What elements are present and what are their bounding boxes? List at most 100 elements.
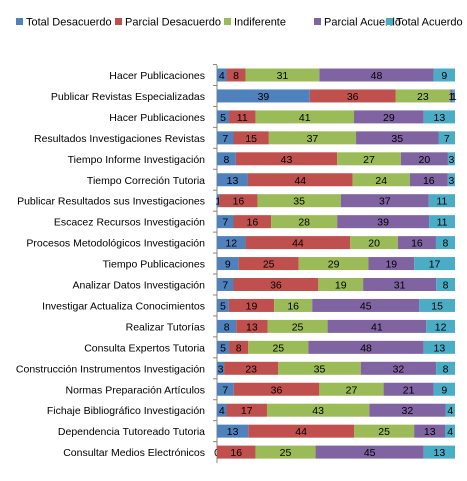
data-label: 19 [385,259,397,271]
data-label: 12 [225,238,237,250]
bar-segment-total-desacuerdo [217,361,225,375]
bar-row: 5 19 16 45 15 [217,298,455,312]
bar-segment-parcial-desacuerdo [217,445,256,459]
bar-row: 5 8 25 48 13 [217,340,455,354]
bar-segment-parcial-acuerdo [319,68,434,82]
bar-segment-parcial-desacuerdo [219,194,258,208]
data-label: 13 [434,342,446,354]
legend-swatch-total-desacuerdo [16,18,23,25]
bar-segment-indiferente [350,236,398,250]
category-label: Normas Preparación Artículos [66,384,205,396]
data-label: 25 [280,447,292,459]
data-label: 11 [436,196,447,208]
bar-segment-parcial-acuerdo [337,215,430,229]
data-label: 7 [222,217,228,229]
data-label: 21 [403,384,415,396]
bar-segment-parcial-desacuerdo [233,215,272,229]
bar-segment-parcial-desacuerdo [229,110,256,124]
bar-segment-parcial-acuerdo [356,131,439,145]
data-label: 4 [447,426,453,438]
bar-segment-total-acuerdo [433,68,455,82]
bar-segment-indiferente [248,340,309,354]
data-label: 5 [220,342,226,354]
data-label: 13 [434,112,446,124]
bar-segment-total-desacuerdo [217,278,234,291]
bar-segment-parcial-desacuerdo [233,278,319,291]
bar-segment-indiferente [271,215,338,229]
data-label: 19 [335,280,347,292]
legend-swatch-parcial-desacuerdo [115,18,122,25]
bar-segment-indiferente [257,194,341,208]
data-label: 35 [391,133,403,145]
data-label: 48 [371,70,383,82]
data-label: 8 [224,154,230,166]
category-label: Hacer Publicaciones [109,70,205,82]
data-label: 17 [241,405,253,417]
bar-segment-parcial-desacuerdo [226,68,246,82]
category-label: Tiempo Correción Tutoria [87,175,205,187]
bar-segment-indiferente [352,173,410,187]
bar-row: 13 44 25 13 4 [217,424,455,438]
data-label: 31 [277,70,289,82]
bar-segment-total-acuerdo [445,403,455,417]
data-label: 23 [245,363,257,375]
data-label: 7 [222,280,228,292]
bar-segment-parcial-desacuerdo [228,298,275,312]
data-label: 44 [294,175,306,187]
bar-segment-parcial-acuerdo [383,382,434,396]
data-label: 1 [215,196,221,208]
bar-segment-indiferente [354,424,415,438]
data-label: 16 [423,175,435,187]
category-label: Publicar Resultados sus Investigaciones [17,196,205,208]
data-label: 28 [298,217,310,229]
data-label: 9 [441,70,447,82]
bar-segment-total-acuerdo [433,382,455,396]
data-label: 35 [293,196,305,208]
bar-segment-parcial-desacuerdo [233,131,269,145]
category-label: Escacez Recursos Investigación [54,217,205,229]
bar-segment-total-desacuerdo [217,131,234,145]
data-label: 17 [429,259,441,271]
data-label: 29 [383,112,395,124]
data-label: 15 [431,300,443,312]
bar-segment-total-acuerdo [452,89,455,103]
bar-segment-total-desacuerdo [217,403,227,417]
bar-segment-indiferente [337,152,401,166]
data-label: 3 [449,175,455,187]
category-label: Publicar Revistas Especializadas [51,91,205,103]
bar-segment-parcial-acuerdo [363,278,437,291]
legend-label-total-desacuerdo: Total Desacuerdo [26,17,112,29]
data-label: 5 [220,300,226,312]
data-label: 23 [417,91,429,103]
bar-segment-parcial-acuerdo [340,194,429,208]
data-label: 27 [363,154,375,166]
data-label: 8 [443,238,449,250]
data-label: 11 [237,112,248,124]
bar-segment-indiferente [255,110,355,124]
bar-segment-indiferente [318,278,364,291]
bar-segment-total-acuerdo [419,298,455,312]
bar-row: 12 44 20 16 8 [217,236,455,250]
data-label: 45 [360,300,372,312]
bar-segment-total-desacuerdo [217,152,236,166]
bar-segment-total-desacuerdo [217,110,230,124]
data-label: 25 [263,259,275,271]
data-label: 48 [360,342,372,354]
data-label: 32 [393,363,405,375]
category-label: Procesos Metodológicos Investigación [26,238,205,250]
bar-segment-parcial-desacuerdo [233,382,320,396]
bar-row: 7 36 19 31 8 [217,278,455,292]
data-label: 35 [314,363,326,375]
bar-segment-parcial-acuerdo [315,445,424,459]
bar-segment-parcial-desacuerdo [238,257,299,271]
data-label: 20 [419,154,431,166]
data-label: 15 [245,133,257,145]
bar-segment-total-desacuerdo [217,257,239,271]
data-label: 37 [307,133,319,145]
data-label: 36 [347,91,359,103]
data-label: 16 [233,196,245,208]
data-label: 7 [222,133,228,145]
legend-label-total-acuerdo: Total Acuerdo [396,17,463,29]
bar-segment-parcial-acuerdo [312,298,420,312]
